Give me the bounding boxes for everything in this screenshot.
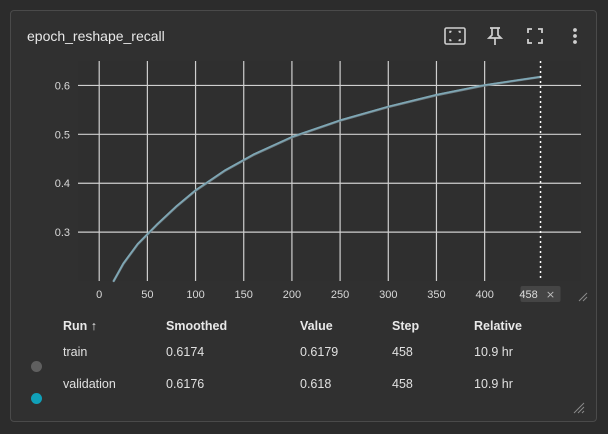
- header-value: Value: [300, 319, 333, 333]
- chart-resize-icon: [578, 292, 588, 302]
- value-train: 0.6179: [300, 345, 339, 359]
- value-validation: 0.618: [300, 377, 332, 391]
- x-tick-label-200: 200: [283, 289, 301, 301]
- x-tick-label-400: 400: [475, 289, 493, 301]
- x-tick-label-300: 300: [379, 289, 397, 301]
- card-toolbar: [444, 25, 586, 47]
- step-cursor-label: 458: [519, 289, 537, 301]
- x-tick-label-100: 100: [186, 289, 204, 301]
- run-name-validation: validation: [63, 377, 116, 391]
- scalar-card: epoch_reshape_recall 0 50 100 150 200 250 300 3…: [10, 10, 597, 422]
- run-color-dot-validation[interactable]: [31, 393, 42, 404]
- x-tick-label-250: 250: [331, 289, 349, 301]
- smoothed-train: 0.6174: [166, 345, 205, 359]
- relative-validation: 10.9 hr: [474, 377, 513, 391]
- header-smoothed: Smoothed: [166, 319, 228, 333]
- header-relative: Relative: [474, 319, 522, 333]
- more-vert-icon[interactable]: [564, 25, 586, 47]
- fit-domain-icon[interactable]: [444, 25, 466, 47]
- line-chart[interactable]: 0 50 100 150 200 250 300 350 400 0.3 0.4 0.5 0.6 458 ×: [11, 11, 598, 321]
- step-cursor-chip: [520, 286, 561, 302]
- pin-icon[interactable]: [484, 25, 506, 47]
- fullscreen-icon[interactable]: [524, 25, 546, 47]
- header-run[interactable]: Run ↑: [63, 319, 98, 333]
- run-name-train: train: [63, 345, 88, 359]
- y-tick-label-0.3: 0.3: [55, 227, 70, 239]
- relative-train: 10.9 hr: [474, 345, 513, 359]
- series-line-validation: [112, 76, 542, 282]
- y-tick-label-0.6: 0.6: [55, 80, 70, 92]
- step-validation: 458: [392, 377, 413, 391]
- card-title: epoch_reshape_recall: [27, 28, 165, 44]
- resize-handle-icon[interactable]: [571, 400, 585, 414]
- header-step: Step: [392, 319, 420, 333]
- smoothed-validation: 0.6176: [166, 377, 205, 391]
- step-cursor-close-icon[interactable]: ×: [546, 288, 555, 301]
- step-train: 458: [392, 345, 413, 359]
- y-tick-label-0.5: 0.5: [55, 129, 70, 141]
- x-tick-label-350: 350: [427, 289, 445, 301]
- x-tick-label-0: 0: [96, 289, 102, 301]
- y-tick-label-0.4: 0.4: [55, 178, 70, 190]
- x-tick-label-50: 50: [141, 289, 153, 301]
- run-color-dot-train[interactable]: [31, 361, 42, 372]
- plot-area: [78, 61, 581, 281]
- x-tick-label-150: 150: [235, 289, 253, 301]
